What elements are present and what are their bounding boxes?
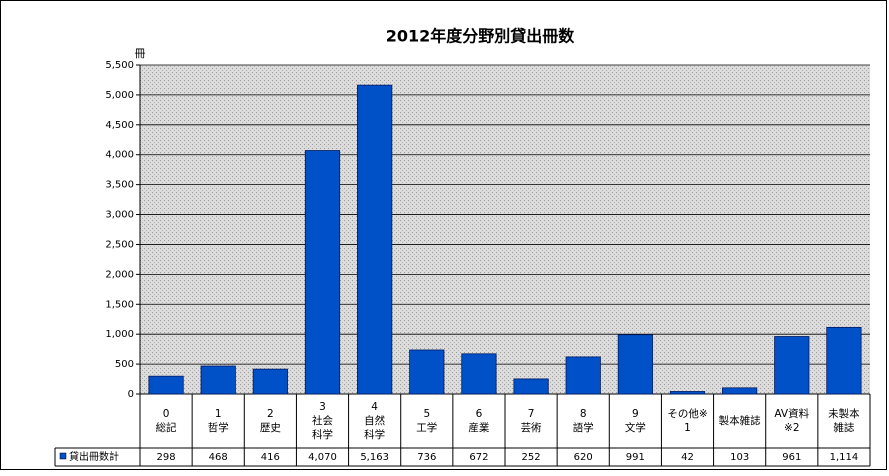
table-value: 4,070 (308, 452, 337, 463)
y-tick-label: 500 (115, 359, 134, 370)
y-tick-label: 1,000 (105, 329, 134, 340)
x-tick-label: 芸術 (521, 421, 542, 434)
x-tick-label: 1 (684, 422, 691, 434)
bar (669, 391, 706, 395)
table-value: 736 (417, 452, 436, 463)
y-tick-label: 3,000 (105, 210, 134, 221)
table-value: 252 (522, 452, 541, 463)
table-value: 468 (209, 452, 228, 463)
x-tick-label: 自然 (364, 414, 385, 427)
table-value: 42 (681, 452, 694, 463)
x-tick-label: 文学 (625, 421, 646, 434)
x-tick-label: 0 (163, 408, 170, 420)
y-tick-label: 5,500 (105, 60, 134, 71)
bar (357, 84, 393, 395)
x-tick-label: 歴史 (260, 422, 281, 434)
x-tick-label: 社会 (312, 414, 333, 427)
x-tick-label: 3 (319, 401, 326, 413)
chart-title: 2012年度分野別貸出冊数 (386, 27, 576, 46)
y-tick-label: 4,500 (105, 120, 134, 131)
x-tick-label: 工学 (416, 421, 437, 434)
bar (148, 375, 184, 395)
x-tick-label: 2 (267, 408, 274, 420)
bar (409, 349, 445, 395)
x-tick-label: 8 (580, 408, 587, 420)
legend-swatch (59, 452, 67, 460)
x-tick-label: ※2 (784, 422, 799, 434)
y-tick-label: 3,500 (105, 180, 134, 191)
table-value: 620 (574, 452, 593, 463)
bar (252, 368, 288, 395)
x-tick-label: 5 (423, 408, 430, 420)
x-tick-label: その他※ (667, 407, 707, 420)
table-value: 103 (730, 452, 749, 463)
x-tick-label: 哲学 (208, 421, 229, 434)
table-value: 991 (626, 452, 645, 463)
y-unit: 冊 (135, 47, 146, 60)
y-tick-label: 2,000 (105, 269, 134, 280)
bar (304, 150, 341, 395)
y-tick-label: 2,500 (105, 239, 134, 250)
bar (617, 334, 653, 395)
table-value: 961 (782, 452, 801, 463)
x-tick-label: 未製本 (828, 407, 860, 420)
x-tick-label: 6 (476, 408, 483, 420)
bar (826, 326, 862, 395)
table-value: 672 (469, 452, 488, 463)
y-tick-label: 5,000 (105, 90, 134, 101)
bar (565, 356, 601, 395)
y-tick-label: 0 (128, 389, 134, 400)
x-tick-label: 製本雑誌 (719, 414, 761, 427)
x-tick-label: 語学 (573, 421, 594, 434)
x-tick-label: 科学 (364, 428, 385, 441)
x-tick-label: 雑誌 (833, 421, 854, 434)
bar (200, 365, 236, 395)
bar (513, 378, 549, 395)
bar (461, 353, 497, 395)
bar (722, 387, 758, 395)
plot-area (140, 65, 870, 394)
x-tick-label: 9 (632, 408, 639, 420)
x-tick-label: 科学 (312, 428, 333, 441)
x-tick-label: 産業 (468, 421, 489, 434)
table-value: 1,114 (830, 452, 859, 463)
bar (774, 336, 810, 395)
y-tick-label: 4,000 (105, 150, 134, 161)
x-tick-label: AV資料 (774, 407, 809, 420)
legend-label: 貸出冊数計 (69, 450, 119, 463)
table-value: 5,163 (360, 452, 389, 463)
x-tick-label: 4 (371, 401, 378, 413)
table-value: 416 (261, 452, 280, 463)
x-tick-label: 7 (528, 408, 535, 420)
table-value: 298 (157, 452, 176, 463)
x-tick-label: 1 (215, 408, 222, 420)
y-tick-label: 1,500 (105, 299, 134, 310)
x-tick-label: 総記 (156, 421, 177, 434)
